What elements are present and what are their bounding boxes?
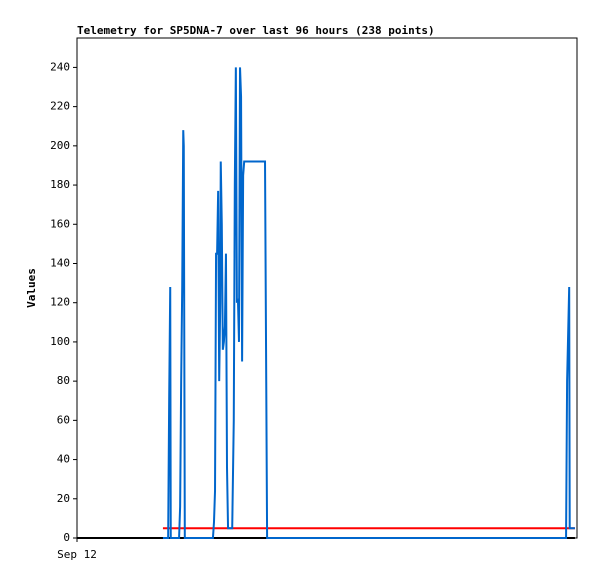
y-tick-label: 220: [50, 100, 70, 113]
y-tick-label: 80: [57, 374, 70, 387]
chart-title: Telemetry for SP5DNA-7 over last 96 hour…: [77, 24, 435, 37]
y-tick-label: 140: [50, 256, 70, 269]
y-tick-label: 180: [50, 178, 70, 191]
y-tick-label: 60: [57, 413, 70, 426]
y-tick-label: 200: [50, 139, 70, 152]
y-tick-label: 40: [57, 453, 70, 466]
y-axis-label: Values: [25, 268, 38, 308]
y-tick-label: 120: [50, 296, 70, 309]
y-tick-label: 240: [50, 60, 70, 73]
series-line: [162, 67, 575, 539]
y-tick-label: 20: [57, 492, 70, 505]
y-tick-label: 100: [50, 335, 70, 348]
plot-frame: [76, 37, 578, 539]
y-tick-label: 0: [63, 531, 70, 544]
y-tick-label: 160: [50, 217, 70, 230]
x-tick-label: Sep 12: [57, 548, 97, 561]
